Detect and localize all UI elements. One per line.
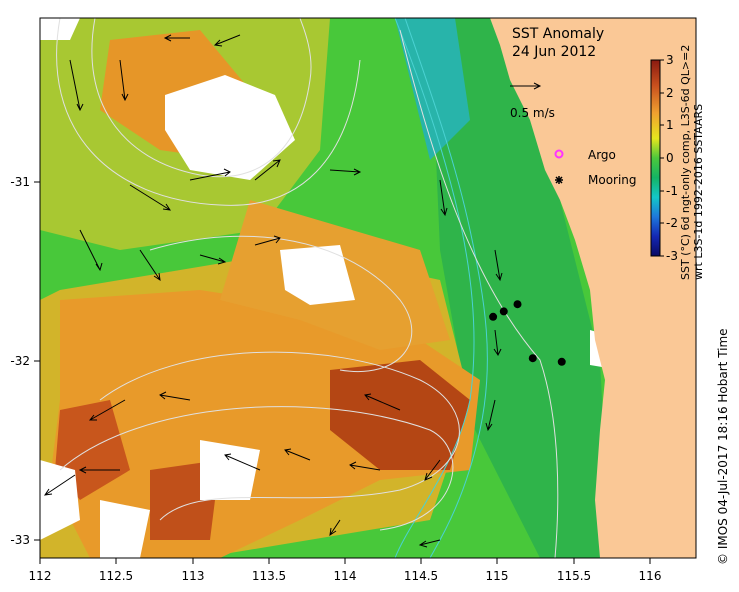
cloud-gap-s2 [100,500,150,558]
velocity-arrow [424,459,441,481]
colorbar-tick-label: 2 [666,86,674,100]
strong-warm-patch [330,360,470,470]
mooring-point [528,354,537,363]
x-tick-label: 114 [334,569,357,583]
x-tick-label: 113 [182,569,205,583]
velocity-arrow [254,235,281,246]
x-tick-label: 113.5 [252,569,286,583]
velocity-scale-label: 0.5 m/s [510,106,555,120]
cloud-gap-south [200,440,260,500]
mooring-point [557,357,566,366]
land-western-australia [490,18,696,558]
colorbar-title-line1: SST (°C) 6d ngt-only comp, L3S-6d QL>=2 [679,45,692,280]
y-tick-label: -32 [10,354,30,368]
cloud-gap-corner [40,18,80,40]
isobath-line [394,18,475,558]
x-tick-label: 115 [486,569,509,583]
ssh-contour [99,351,460,521]
cloud-gap-sw [40,460,80,540]
velocity-arrow [43,474,76,496]
cloud-gap-north [165,75,295,180]
x-tick-label: 114.5 [404,569,438,583]
velocity-arrow [418,539,441,548]
colorbar-tick-label: 0 [666,151,674,165]
ssh-contour [399,29,559,558]
velocity-arrow [329,519,341,537]
velocity-arrow [163,34,190,42]
velocity-arrow [119,59,129,102]
velocity-arrow [329,168,362,176]
ssh-contour [56,18,361,206]
x-tick-label: 116 [639,569,662,583]
colorbar: 3 2 1 0 -1 -2 -3 SST (°C) 6d ngt-only co… [650,45,705,280]
map-title: SST Anomaly [512,26,604,42]
velocity-arrow [199,254,227,265]
plot-frame [39,17,697,559]
velocity-arrow [349,461,381,471]
velocity-arrow [493,329,502,356]
velocity-arrow [364,393,401,411]
legend: Argo Mooring [554,148,637,187]
velocity-arrow [79,229,103,272]
velocity-arrow [189,168,231,181]
velocity-arrow [439,179,448,217]
axis-ticks [34,181,651,564]
velocity-arrow [69,59,84,112]
velocity-arrow [485,399,496,432]
velocity-scale-arrow [510,82,542,90]
footer-credit: © IMOS 04-Jul-2017 18:16 Hobart Time [716,328,730,565]
legend-argo-label: Argo [588,148,616,162]
velocity-arrow [129,184,172,211]
legend-mooring-label: Mooring [588,173,637,187]
plot-area [40,18,696,558]
argo-marker-icon [554,149,564,159]
velocity-arrow [213,34,241,47]
velocity-arrow [224,453,261,471]
y-tick-label: -31 [10,175,30,189]
velocity-arrow [494,249,503,282]
colorbar-tick-label: 1 [666,118,674,132]
colorbar-tick-label: -1 [666,184,678,198]
velocity-arrow [88,399,126,421]
velocity-arrow [159,391,191,401]
velocity-arrow [78,466,120,474]
colorbar-tick-label: -3 [666,249,678,263]
velocity-arrow [254,159,281,181]
ssh-contour [59,406,454,531]
mooring-markers [489,300,566,366]
cool-patch [395,18,470,160]
mooring-point [513,300,522,309]
ssh-contour [149,235,413,372]
y-tick-label: -33 [10,533,30,547]
colorbar-tick-label: -2 [666,216,678,230]
cloud-gap-central [280,245,355,305]
velocity-arrow [284,448,311,461]
velocity-arrow [139,249,161,282]
mooring-marker-icon [555,176,563,184]
x-tick-label: 112 [29,569,52,583]
colorbar-tick-label: 3 [666,53,674,67]
ssh-contour [91,18,312,178]
colorbar-gradient [650,59,661,257]
map-date: 24 Jun 2012 [512,44,596,60]
isobath-line [404,18,488,558]
x-tick-label: 112.5 [99,569,133,583]
velocity-scale: 0.5 m/s [510,82,555,120]
mooring-point [489,312,498,321]
mooring-point [499,307,508,316]
colorbar-title-line2: wrt L3S-1d 1992-2016 SSTAARS [692,104,705,280]
velocity-arrows [43,34,503,548]
x-tick-label: 115.5 [557,569,591,583]
